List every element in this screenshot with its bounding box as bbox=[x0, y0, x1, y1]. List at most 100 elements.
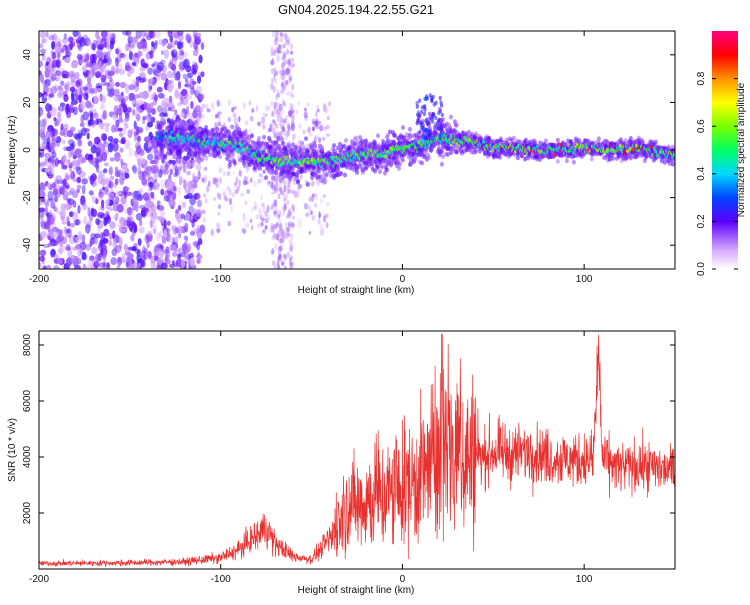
spectrogram-cell bbox=[39, 31, 46, 39]
spectrogram-cell bbox=[115, 81, 120, 87]
spectrogram-cell bbox=[286, 68, 292, 73]
spectrogram-cell bbox=[230, 124, 235, 130]
spectrogram-cell bbox=[182, 164, 187, 173]
spectrogram-cell bbox=[290, 123, 296, 132]
spectrogram-cell bbox=[109, 241, 116, 246]
spectrogram-cell bbox=[147, 250, 152, 260]
spectrogram-cell bbox=[166, 259, 171, 265]
spectrogram-cell bbox=[157, 257, 164, 264]
spectrogram-cell bbox=[231, 191, 236, 198]
spectrogram-cell bbox=[162, 249, 170, 254]
spectrogram-cell bbox=[183, 235, 189, 241]
spectrogram-cell bbox=[45, 103, 51, 112]
spectrogram-cell bbox=[150, 215, 155, 224]
spectrogram-cell bbox=[416, 135, 421, 141]
spectrogram-cell bbox=[98, 193, 103, 200]
spectrogram-cell bbox=[75, 243, 82, 250]
spectrogram-cell bbox=[214, 113, 218, 119]
spectrogram-cell bbox=[271, 191, 275, 195]
spectrogram-cell bbox=[189, 87, 196, 96]
spectrogram-cell bbox=[143, 136, 150, 143]
spectrogram-cell bbox=[297, 218, 303, 224]
spectrogram-cell bbox=[289, 50, 294, 55]
spectrogram-cell bbox=[271, 57, 275, 66]
spectrogram-cell bbox=[57, 105, 65, 112]
spectrogram-cell bbox=[255, 104, 259, 113]
spectrogram-cell bbox=[206, 108, 211, 113]
spectrogram-cell bbox=[175, 208, 179, 214]
spectrogram-cell bbox=[162, 169, 167, 175]
spectrogram-cell bbox=[317, 218, 321, 225]
spectrogram-cell bbox=[62, 154, 67, 162]
spectrogram-cell bbox=[285, 115, 289, 121]
spectrogram-cell bbox=[46, 215, 51, 225]
spectrogram-cell bbox=[287, 189, 292, 194]
spectrogram-cell bbox=[273, 105, 276, 111]
spectrogram-cell bbox=[182, 96, 189, 106]
spectrogram-cell bbox=[96, 87, 103, 93]
spectrogram-cell bbox=[274, 223, 279, 229]
spectrogram-cell bbox=[143, 142, 149, 151]
spectrogram-cell bbox=[325, 133, 331, 137]
spectrogram-cell bbox=[73, 236, 77, 244]
spectrogram-cell bbox=[74, 71, 80, 80]
spectrogram-cell bbox=[78, 95, 82, 102]
spectrogram-cell bbox=[89, 212, 93, 222]
spectrogram-cell bbox=[242, 179, 248, 186]
spectrogram-cell bbox=[261, 202, 265, 208]
spectrogram-cell bbox=[291, 57, 294, 63]
spectrogram-cell bbox=[113, 214, 119, 220]
spectrogram-cell bbox=[515, 155, 520, 161]
spectrogram-cell bbox=[328, 101, 331, 107]
spectrogram-cell bbox=[94, 160, 100, 169]
spectrogram-cell bbox=[66, 220, 71, 227]
spectrogram-cell bbox=[140, 250, 147, 259]
spectrogram-cell bbox=[224, 197, 229, 202]
spectrogram-cell bbox=[162, 97, 170, 103]
spectrogram-cell bbox=[191, 68, 198, 74]
spectrogram-cell bbox=[226, 186, 231, 192]
spectrogram-cell bbox=[55, 175, 63, 182]
spectrogram-cell bbox=[81, 251, 87, 261]
spectrogram-cell bbox=[65, 228, 71, 234]
spectrogram-cell bbox=[255, 214, 260, 220]
spectrogram-cell bbox=[177, 80, 182, 90]
spectrogram-cell bbox=[277, 116, 282, 122]
spectrogram-cell bbox=[110, 257, 118, 266]
spectrogram-cell bbox=[238, 169, 242, 177]
spectrogram-cell bbox=[63, 188, 69, 195]
spectrogram-cell bbox=[172, 225, 178, 236]
spectrogram-cell bbox=[89, 112, 94, 122]
spectrogram-cell bbox=[85, 243, 91, 251]
spectrogram-cell bbox=[135, 125, 140, 136]
spectrogram-cell bbox=[105, 40, 110, 50]
spectrogram-cell bbox=[67, 36, 74, 43]
spectrogram-cell bbox=[110, 124, 116, 133]
spectrogram-cell bbox=[163, 189, 171, 199]
spectrogram-cell bbox=[208, 180, 211, 187]
spectrogram-cell bbox=[264, 113, 268, 118]
spectrogram-cell bbox=[116, 203, 124, 213]
spectrogram-cell bbox=[42, 244, 50, 249]
spectrogram-cell bbox=[186, 170, 191, 176]
spectrogram-cell bbox=[171, 104, 175, 113]
spectrogram-cell bbox=[94, 237, 98, 245]
spectrogram-cell bbox=[140, 58, 145, 68]
spectrogram-cell bbox=[122, 186, 130, 192]
spectrogram-cell bbox=[39, 198, 43, 206]
spectrogram-cell bbox=[186, 105, 190, 115]
spectrogram-cell bbox=[95, 118, 99, 126]
spectrogram-cell bbox=[336, 145, 341, 151]
spectrogram-cell bbox=[160, 50, 164, 55]
spectrogram-cell bbox=[69, 102, 74, 112]
spectrogram-cell bbox=[81, 66, 87, 73]
spectrogram-cell bbox=[251, 107, 255, 113]
spectrogram-cell bbox=[245, 222, 250, 228]
spectrogram-cell bbox=[155, 232, 161, 242]
spectrogram-cell bbox=[70, 91, 75, 102]
spectrogram-cell bbox=[173, 173, 178, 178]
spectrogram-cell bbox=[56, 179, 64, 185]
spectrogram-cell bbox=[284, 133, 288, 141]
spectrogram-cell bbox=[64, 203, 72, 210]
spectrogram-cell bbox=[53, 240, 59, 247]
